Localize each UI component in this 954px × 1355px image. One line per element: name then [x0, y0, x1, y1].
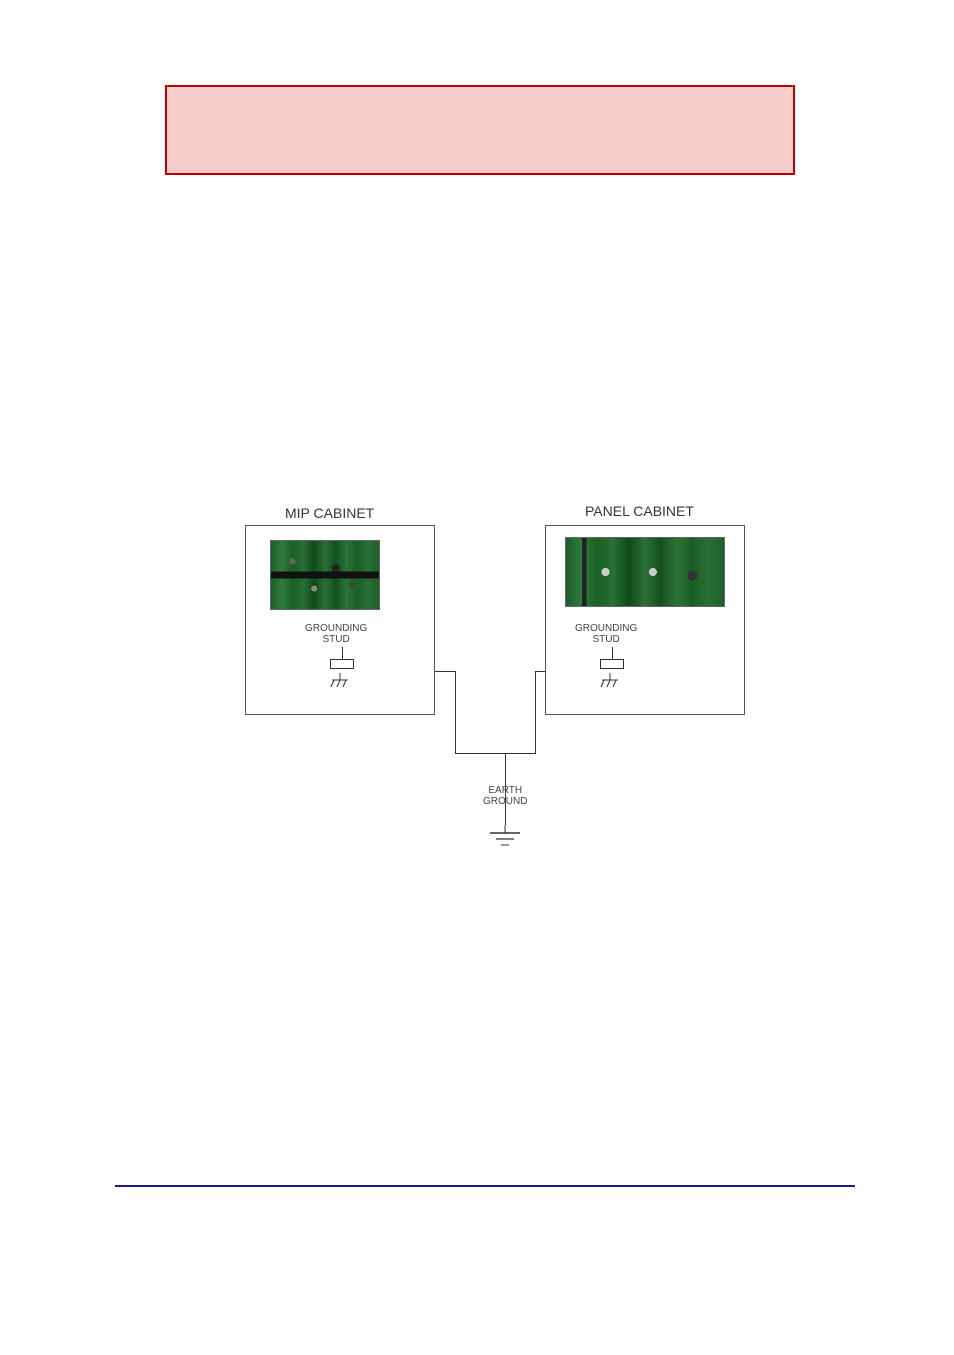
- left-stud-stem: [342, 647, 343, 659]
- left-cabinet-title: MIP CABINET: [285, 505, 374, 521]
- footer-rule: [115, 1185, 855, 1187]
- earth-ground-label: EARTH GROUND: [483, 785, 527, 807]
- right-chassis-ground-icon: [600, 673, 620, 691]
- panel-board-image: [565, 537, 725, 607]
- right-grounding-stud-label: GROUNDING STUD: [575, 623, 637, 645]
- earth-ground-icon: [488, 825, 522, 851]
- warning-callout: [165, 85, 795, 175]
- wire-left-exit: [435, 671, 455, 672]
- wire-right-exit: [535, 671, 545, 672]
- left-grounding-stud-label: GROUNDING STUD: [305, 623, 367, 645]
- wire-left-down: [455, 671, 456, 753]
- right-cabinet-title: PANEL CABINET: [585, 503, 694, 519]
- mip-board-image: [270, 540, 380, 610]
- wire-right-down: [535, 671, 536, 753]
- left-stud-box: [330, 659, 354, 669]
- right-stud-box: [600, 659, 624, 669]
- left-chassis-ground-icon: [330, 673, 350, 691]
- page-content: MIP CABINET GROUNDING STUD PANEL CABINET…: [115, 0, 855, 1355]
- grounding-diagram: MIP CABINET GROUNDING STUD PANEL CABINET…: [245, 495, 765, 895]
- right-stud-stem: [612, 647, 613, 659]
- wire-bus: [455, 753, 536, 754]
